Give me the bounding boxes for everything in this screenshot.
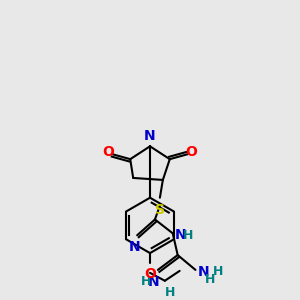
Text: N: N (148, 275, 160, 289)
Text: S: S (155, 203, 165, 217)
Text: H: H (213, 266, 224, 278)
Text: H: H (183, 229, 193, 242)
Text: O: O (186, 145, 197, 159)
Text: O: O (103, 145, 114, 159)
Text: H: H (206, 273, 216, 286)
Text: H: H (141, 275, 151, 288)
Text: N: N (197, 265, 209, 279)
Text: N: N (144, 129, 156, 143)
Text: N: N (128, 240, 140, 254)
Text: N: N (175, 228, 186, 242)
Text: H: H (165, 286, 175, 299)
Text: O: O (144, 267, 156, 281)
